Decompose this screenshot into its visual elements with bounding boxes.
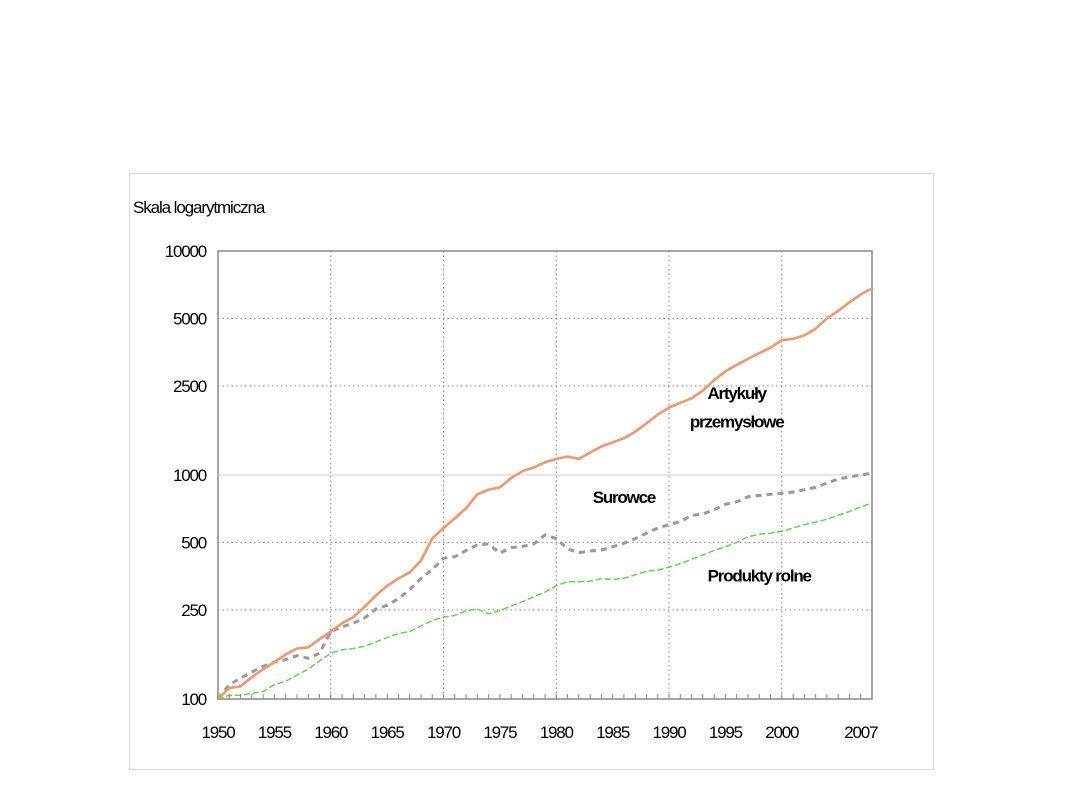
x-tick-label: 1990: [653, 723, 687, 742]
x-tick-label: 1980: [540, 723, 574, 742]
x-tick-label: 1965: [371, 723, 405, 742]
series-annotation: Surowce: [593, 488, 656, 507]
series-line-1: [216, 471, 873, 700]
series-line-0: [216, 287, 874, 701]
x-tick-label: 1960: [314, 723, 348, 742]
x-tick-label: 1950: [201, 723, 235, 742]
series-annotation: Artykuły: [707, 384, 767, 403]
line-chart: Skala logarytmiczna 100 250 500 1000 2500 500…: [133, 198, 879, 742]
x-tick-label: 1955: [258, 723, 292, 742]
x-tick-label: 1985: [596, 723, 630, 742]
y-tick-label: 2500: [173, 377, 207, 396]
series-line-2: [217, 502, 873, 700]
y-tick-label: 100: [181, 690, 207, 709]
y-tick-label: 5000: [173, 309, 207, 328]
x-tick-label: 1975: [483, 723, 517, 742]
series-annotation: Produkty rolne: [708, 566, 812, 585]
y-tick-label: 500: [181, 533, 207, 552]
x-tick-label: 2000: [765, 723, 799, 742]
y-tick-label: 1000: [173, 466, 207, 485]
x-tick-label: 2007: [844, 723, 878, 742]
x-tick-label: 1995: [709, 723, 743, 742]
y-tick-label: 250: [181, 601, 207, 620]
y-tick-label: 10000: [165, 242, 207, 261]
chart-frame: Skala logarytmiczna 100 250 500 1000 2500 500…: [129, 173, 934, 770]
x-tick-label: 1970: [427, 723, 461, 742]
series-annotation: przemysłowe: [690, 412, 784, 431]
scale-note: Skala logarytmiczna: [133, 198, 266, 217]
